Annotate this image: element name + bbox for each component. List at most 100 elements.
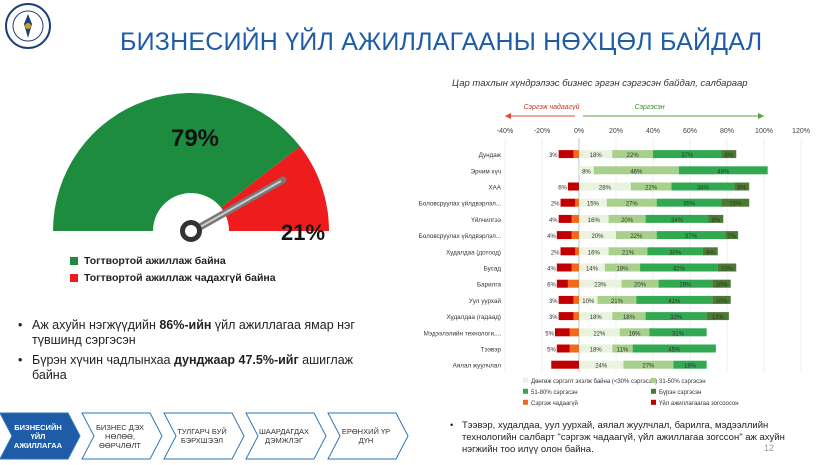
bar-segment [571,214,579,223]
nav-chevron-shape [0,412,81,460]
bar-segment [560,247,576,256]
chamber-of-commerce-logo [5,3,51,49]
chart-title: Цар тахлын хүндрэлээс бизнес эргэн сэргэ… [452,78,748,89]
data-label: 22% [627,153,640,159]
nav-chevron-shape [327,412,409,460]
bar-segment [579,295,598,304]
bar-segment [579,150,613,159]
x-tick-label: 20% [609,128,623,135]
legend-swatch [651,399,656,405]
recovery-gauge: 79% 21% [53,92,329,245]
bar-segment [678,166,768,175]
data-label: 27% [642,364,655,370]
bar-segment [573,150,579,159]
bar-segment [612,312,646,321]
bar-segment [712,295,731,304]
bar-segment [608,247,648,256]
data-label: 28% [599,186,612,192]
bar-segment [556,344,570,353]
data-label: 29% [679,283,692,289]
gauge-unstable-arc [221,146,329,231]
data-label: 21% [611,299,624,305]
bar-segment [575,247,579,256]
data-label: 20% [591,234,604,240]
legend-swatch [651,388,656,394]
section-navigation: БИЗНЕСИЙН ҮЙЛ АЖИЛЛАГАА БИЗНЕС ДЭХ НӨЛӨӨ… [0,412,420,462]
data-label: 18% [684,364,697,370]
bar-segment [556,231,572,240]
nav-step-business-impact[interactable]: БИЗНЕС ДЭХ НӨЛӨӨ, ӨӨРЧЛӨЛТ [96,422,144,450]
bar-segment [604,263,641,272]
bar-segment [573,312,579,321]
bar-segment [647,247,703,256]
bar-segment [658,279,713,288]
bar-segment [558,150,574,159]
data-label: 18% [590,315,603,321]
bar-segment [702,247,718,256]
recovery-by-sector-chart: Сэргэж чадаагүй Сэргэсэн -40% -20% 0% 20% 40% 6… [419,103,810,407]
nav-step-business-operations[interactable]: БИЗНЕСИЙН ҮЙЛ АЖИЛЛАГАА [13,422,63,450]
data-label: 48% [717,169,730,175]
bar-segment [575,198,579,207]
data-label: 8% [582,169,591,175]
gauge-stable-label: 79% [171,125,219,152]
category-label: Аялал жуулчлал [453,363,502,370]
data-label: 4% [549,218,558,224]
bar-segment [721,198,750,207]
x-tick-label: -20% [534,128,550,135]
bullet-item: • Аж ахуйн нэгжүүдийн 86%-ийн үйл ажилла… [18,318,355,347]
data-label: 21% [622,250,635,256]
data-label: 22% [593,331,606,337]
bar-segment [579,344,613,353]
nav-step-general-results[interactable]: ЕРӨНХИЙ ҮР ДҮН [341,427,391,445]
arrow-left-head [505,113,511,119]
bar-segment [567,279,579,288]
data-label: 16% [588,218,601,224]
bar-segment [671,182,735,191]
page-title: БИЗНЕСИЙН ҮЙЛ АЖИЛЛАГААНЫ НӨХЦӨЛ БАЙДАЛ [120,28,763,56]
data-label: 6% [547,283,556,289]
bar-segment [612,344,633,353]
nav-step-required-support[interactable]: ШААРДАГДАХ ДЭМЖЛЭГ [258,427,310,445]
key-findings: • Аж ахуйн нэгжүүдийн 86%-ийн үйл ажилла… [18,318,378,388]
nav-step-challenges[interactable]: ТУЛГАРЧ БУЙ БЭРХШЭЭЛ [177,427,227,445]
data-label: 31% [672,331,685,337]
bar-segment [571,231,579,240]
data-label: 19% [616,267,629,273]
bar-segment [554,328,570,337]
data-label: 15% [729,202,742,208]
nav-chevron-shape [245,412,327,460]
bullet-item: • Бүрэн хүчин чадлынхаа дунджаар 47.5%-и… [18,353,354,382]
x-tick-label: 80% [720,128,734,135]
category-label: Худалдаа (дотоод) [446,249,501,256]
legend-label: 51-80% сэргэсэн [531,390,578,396]
bar-segment [556,279,568,288]
bar-segment [673,360,707,369]
data-label: 2% [551,202,560,208]
bar-segment [653,150,722,159]
data-label: 42% [673,267,686,273]
bar-segment [656,198,722,207]
bar-segment [619,328,650,337]
data-label: 5% [545,331,554,337]
x-tick-label: -40% [497,128,513,135]
bar-segment [608,214,646,223]
bar-segment [645,214,709,223]
data-label: 3% [549,299,558,305]
category-label: Худалдаа (гадаад) [447,314,502,321]
data-label: 45% [668,348,681,354]
category-label: Эрчим хүч [471,168,501,175]
data-label: 23% [594,283,607,289]
bar-segment [606,198,657,207]
bar-segment [579,166,594,175]
bar-segment [551,360,579,369]
bar-segment [579,231,616,240]
bar-segment [569,344,579,353]
category-label: Үйлчилгээ [471,216,501,224]
legend-label: Бүрэн сэргэсэн [659,390,701,396]
footnote: • Тээвэр, худалдаа, уул уурхай, аялал жуу… [450,420,785,455]
bar-segment [579,198,607,207]
data-label: 20% [621,218,634,224]
nav-chevron-shape [81,412,163,460]
bar-segment [712,279,731,288]
